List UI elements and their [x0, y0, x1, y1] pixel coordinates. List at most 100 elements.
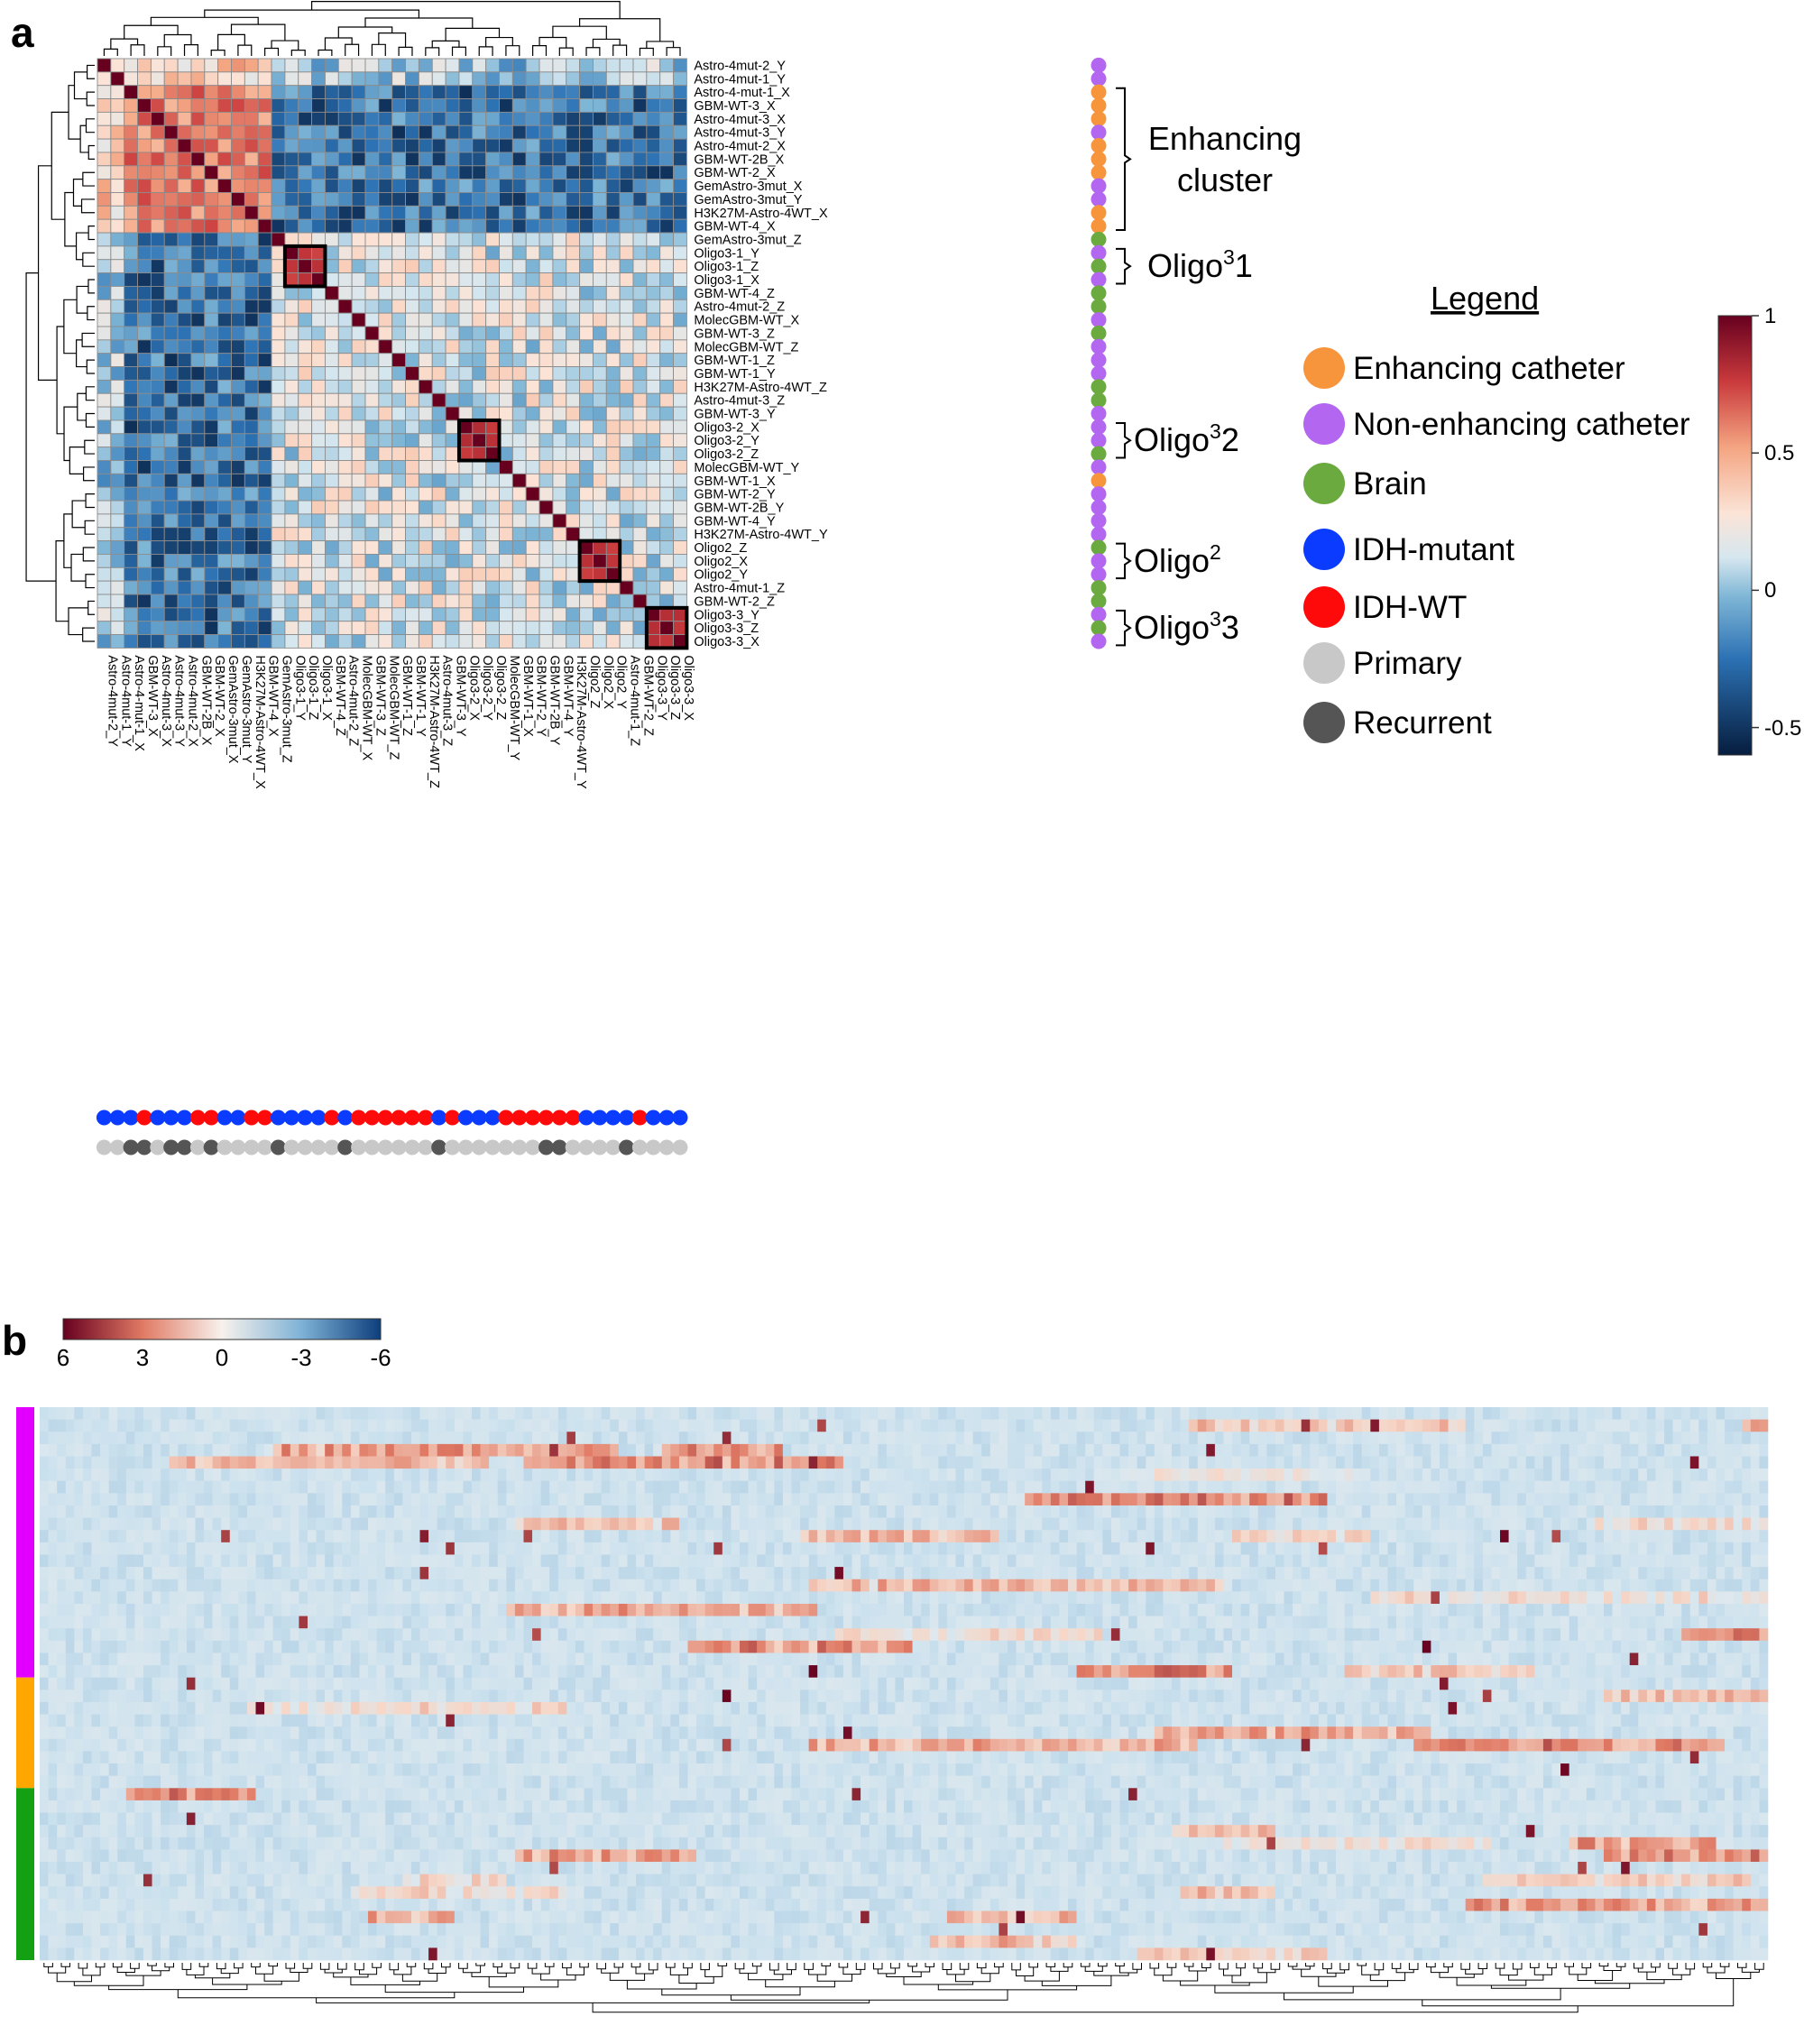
heatmap-cell: [538, 447, 554, 461]
heatmap-cell: [337, 486, 353, 502]
expression-cell: [316, 1419, 326, 1432]
heatmap-cell: [499, 259, 513, 274]
heatmap-cell: [579, 513, 594, 529]
expression-cell: [1603, 1530, 1613, 1543]
heatmap-cell: [418, 580, 433, 595]
heatmap-cell: [351, 594, 366, 609]
expression-cell: [653, 1456, 663, 1469]
heatmap-cell: [619, 71, 634, 87]
expression-cell: [359, 1567, 369, 1580]
heatmap-cell: [378, 566, 393, 582]
dendrogram-branch: [85, 493, 95, 509]
row-label: GBM-WT-3_Y: [694, 408, 776, 422]
heatmap-cell: [137, 98, 152, 113]
expression-cell: [1655, 1542, 1665, 1555]
expression-cell: [1154, 1517, 1164, 1531]
heatmap-cell: [190, 621, 206, 636]
heatmap-cell: [391, 232, 407, 247]
expression-cell: [1119, 1419, 1129, 1432]
heatmap-cell: [605, 286, 621, 300]
expression-cell: [1171, 1530, 1181, 1543]
expression-cell: [1059, 1443, 1069, 1457]
expression-cell: [618, 1554, 628, 1568]
dendrogram-branch: [86, 64, 95, 79]
heatmap-cell: [298, 58, 313, 73]
heatmap-cell: [97, 621, 112, 636]
heatmap-cell: [150, 111, 165, 126]
heatmap-cell: [271, 500, 286, 515]
expression-cell: [1534, 1542, 1544, 1555]
expression-cell: [195, 1419, 205, 1432]
heatmap-cell: [566, 366, 581, 381]
heatmap-cell: [605, 433, 621, 448]
expression-cell: [1189, 1419, 1199, 1432]
heatmap-cell: [605, 192, 621, 207]
expression-cell: [1457, 1554, 1466, 1568]
heatmap-cell: [525, 232, 540, 247]
expression-cell: [1586, 1517, 1596, 1531]
heatmap-cell: [646, 71, 661, 87]
expression-cell: [1655, 1407, 1665, 1420]
dendrogram-branch: [451, 46, 466, 56]
correlation-heatmap: [97, 58, 687, 649]
expression-cell: [644, 1493, 654, 1506]
expression-cell: [1508, 1554, 1518, 1568]
expression-cell: [134, 1542, 144, 1555]
expression-cell: [1146, 1456, 1155, 1469]
expression-cell: [1404, 1505, 1414, 1518]
heatmap-cell: [499, 419, 513, 435]
expression-cell: [480, 1493, 490, 1506]
expression-cell: [653, 1443, 663, 1457]
expression-cell: [489, 1419, 499, 1432]
heatmap-cell: [431, 152, 446, 167]
row-label: MolecGBM-WT_Y: [694, 461, 799, 475]
heatmap-cell: [619, 580, 634, 595]
expression-cell: [152, 1469, 161, 1482]
expression-cell: [557, 1469, 567, 1482]
heatmap-cell: [418, 71, 433, 87]
expression-cell: [1707, 1432, 1717, 1445]
expression-cell: [1137, 1505, 1146, 1518]
heatmap-cell: [257, 594, 272, 609]
heatmap-cell: [204, 179, 219, 193]
expression-cell: [817, 1567, 827, 1580]
heatmap-cell: [190, 205, 206, 220]
heatmap-cell: [204, 621, 219, 636]
expression-cell: [757, 1567, 767, 1580]
row-label: Astro-4mut-2_X: [694, 140, 786, 154]
expression-cell: [1119, 1542, 1129, 1555]
expression-cell: [1059, 1456, 1069, 1469]
expression-cell: [782, 1530, 792, 1543]
expression-cell: [653, 1419, 663, 1432]
expression-cell: [566, 1554, 576, 1568]
expression-cell: [748, 1480, 758, 1494]
expression-cell: [316, 1407, 326, 1420]
heatmap-cell: [257, 447, 272, 461]
expression-cell: [782, 1469, 792, 1482]
expression-cell: [1474, 1517, 1484, 1531]
expression-cell: [410, 1407, 420, 1420]
expression-cell: [359, 1443, 369, 1457]
heatmap-cell: [231, 392, 245, 408]
expression-cell: [1050, 1443, 1060, 1457]
expression-cell: [1042, 1505, 1052, 1518]
expression-cell: [1629, 1443, 1639, 1457]
expression-cell: [817, 1542, 827, 1555]
heatmap-cell: [137, 111, 152, 126]
expression-cell: [480, 1554, 490, 1568]
expression-cell: [1050, 1432, 1060, 1445]
heatmap-cell: [257, 500, 272, 515]
heatmap-cell: [284, 259, 299, 274]
heatmap-cell: [110, 486, 125, 502]
expression-cell: [618, 1432, 628, 1445]
expression-cell: [1448, 1443, 1458, 1457]
heatmap-cell: [418, 312, 433, 327]
heatmap-cell: [499, 460, 513, 474]
expression-cell: [886, 1517, 896, 1531]
heatmap-cell: [177, 111, 192, 126]
expression-cell: [1085, 1542, 1095, 1555]
expression-cell: [687, 1419, 697, 1432]
expression-cell: [1284, 1493, 1293, 1506]
heatmap-cell: [364, 71, 380, 87]
heatmap-cell: [418, 621, 433, 636]
